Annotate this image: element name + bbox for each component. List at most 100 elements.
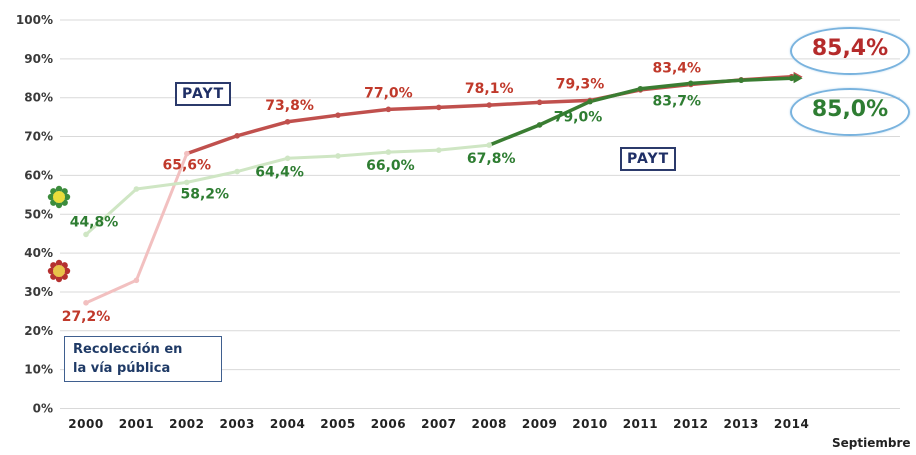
final-value-red-oval: 85,4%	[790, 27, 910, 75]
street-note-line1: Recolección en	[73, 342, 183, 357]
data-label: 67,8%	[467, 151, 516, 167]
y-tick-label: 10%	[24, 363, 53, 377]
x-tick-label: 2004	[270, 417, 305, 431]
series-0-segment	[437, 103, 491, 110]
x-tick-label: 2010	[572, 417, 607, 431]
series-0-segment	[235, 120, 290, 138]
series-1-segment	[537, 99, 592, 127]
series-0-segment	[487, 100, 542, 107]
series-0-point	[133, 277, 140, 284]
y-axis: 0% 10% 20% 30% 40% 50% 60% 70% 80% 90% 100%	[16, 13, 53, 416]
x-tick-label: 2002	[169, 417, 204, 431]
final-value-red: 85,4%	[811, 36, 889, 61]
series-1-segment	[689, 78, 743, 86]
green-series-badge	[47, 185, 71, 209]
x-tick-label: 2000	[68, 417, 103, 431]
payt-label-red: PAYT	[175, 82, 232, 106]
x-tick-label: 2006	[371, 417, 406, 431]
street-collection-note: Recolección en la vía pública	[64, 336, 222, 382]
series-1-segment	[588, 87, 643, 104]
series-0-point	[436, 104, 442, 111]
series-0-segment	[285, 113, 340, 124]
y-tick-label: 80%	[24, 91, 53, 105]
series-1-point	[536, 122, 543, 128]
x-tick-label: 2014	[774, 417, 809, 431]
series-0-point	[184, 150, 190, 157]
data-label: 83,7%	[653, 93, 702, 109]
series-0-point	[284, 118, 291, 125]
series-1-segment	[638, 81, 693, 91]
series-1-segment	[134, 180, 189, 191]
y-tick-label: 30%	[24, 285, 53, 299]
series-1-point	[284, 155, 291, 162]
x-tick-label: 2007	[421, 417, 456, 431]
data-label: 27,2%	[62, 309, 111, 325]
series-1-segment	[286, 154, 340, 160]
payt-label-green: PAYT	[620, 147, 677, 171]
y-tick-label: 90%	[24, 52, 53, 66]
series-1-point	[587, 98, 593, 105]
y-tick-label: 60%	[24, 168, 53, 182]
x-tick-label: 2009	[522, 417, 557, 431]
legend-badges	[47, 185, 71, 283]
series-1-segment	[739, 76, 794, 82]
series-1-point	[436, 147, 442, 153]
data-label: 58,2%	[181, 186, 230, 202]
series-1-segment	[84, 187, 138, 236]
x-tick-label: 2008	[471, 417, 506, 431]
y-tick-label: 0%	[33, 402, 53, 416]
data-label: 66,0%	[366, 158, 415, 174]
data-label: 77,0%	[364, 85, 413, 101]
series-1-point	[184, 179, 190, 186]
x-axis: 2000 2001 2002 2003 2004 2005 2006 2007 2008 2009…	[68, 417, 809, 431]
series-1-point	[335, 153, 341, 159]
series-lines	[84, 74, 794, 305]
data-label: 64,4%	[255, 164, 304, 180]
series-1-point	[133, 186, 140, 192]
y-tick-label: 20%	[24, 324, 53, 338]
series-0-segment	[134, 152, 189, 282]
series-1-point	[486, 142, 493, 148]
final-value-green: 85,0%	[811, 97, 889, 122]
series-0-segment	[185, 134, 239, 156]
series-1-segment	[185, 170, 239, 184]
data-label: 73,8%	[265, 98, 314, 114]
x-axis-sublabel: Septiembre	[832, 436, 911, 450]
series-1-point	[688, 80, 694, 87]
series-0-point	[486, 102, 493, 108]
x-tick-label: 2013	[723, 417, 758, 431]
series-1-segment	[437, 143, 491, 152]
data-label: 44,8%	[70, 214, 119, 230]
y-tick-label: 40%	[24, 246, 53, 260]
y-tick-label: 100%	[16, 13, 53, 27]
series-0-segment	[336, 107, 391, 117]
series-1-segment	[487, 123, 542, 147]
series-0-point	[234, 132, 240, 139]
y-tick-label: 70%	[24, 130, 53, 144]
series-0-point	[335, 112, 341, 118]
series-1-arrowhead	[793, 73, 803, 84]
series-1-point	[234, 168, 240, 175]
series-1-segment	[386, 148, 441, 154]
series-1-point	[637, 85, 644, 92]
red-series-badge	[47, 259, 71, 283]
series-0-segment	[84, 278, 138, 305]
data-label: 78,1%	[465, 81, 514, 97]
series-0-point	[83, 300, 89, 306]
data-label: 83,4%	[653, 60, 702, 76]
x-tick-label: 2005	[320, 417, 355, 431]
x-tick-label: 2012	[673, 417, 708, 431]
series-1-segment	[336, 150, 390, 158]
data-label: 79,0%	[554, 110, 603, 126]
data-labels: 27,2% 65,6% 73,8% 77,0% 78,1% 79,3% 83,4% 44,8%…	[62, 60, 701, 324]
series-1-point	[788, 75, 795, 82]
data-label: 79,3%	[556, 76, 605, 92]
data-label: 65,6%	[163, 158, 212, 174]
series-markers	[83, 71, 803, 306]
x-tick-label: 2001	[119, 417, 154, 431]
series-0-segment	[537, 98, 592, 105]
street-note-line2: la vía pública	[73, 361, 171, 376]
y-tick-label: 50%	[24, 207, 53, 221]
series-1-segment	[235, 156, 290, 174]
